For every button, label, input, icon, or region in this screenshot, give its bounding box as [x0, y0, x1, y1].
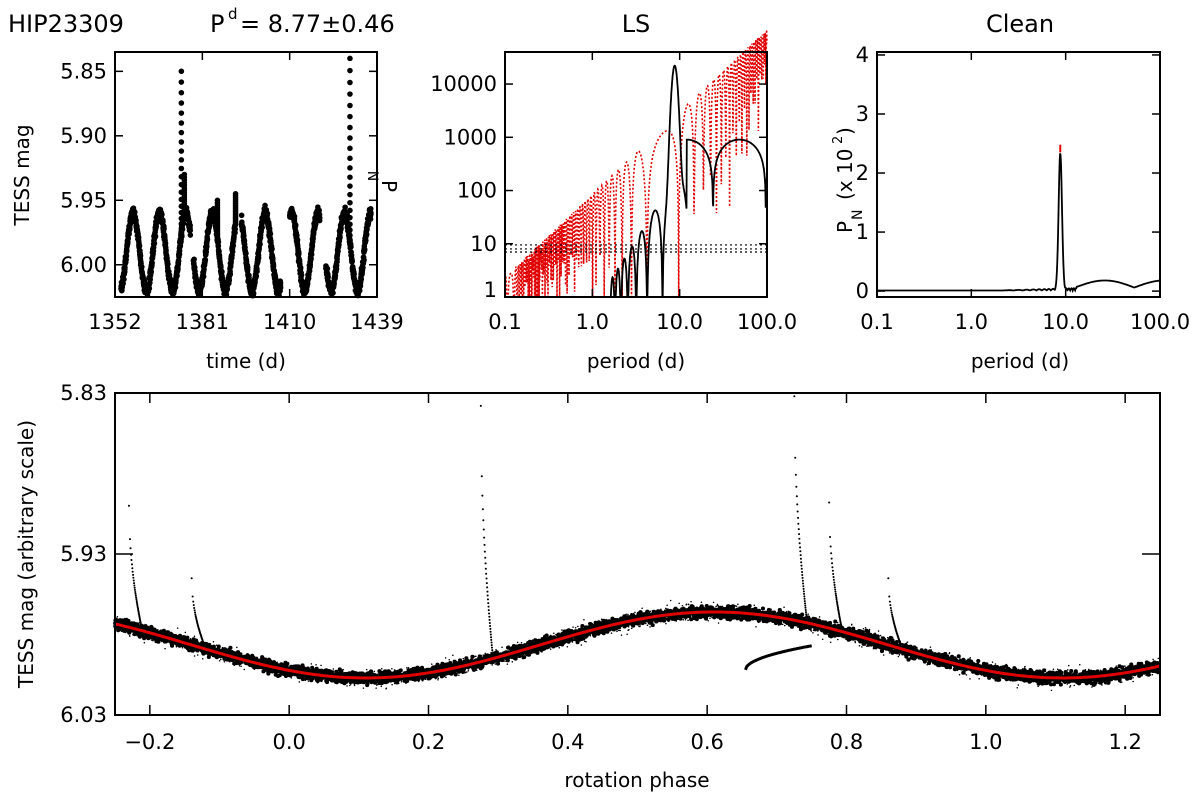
- lightcurve-points: [118, 55, 374, 299]
- phased-xlabel: rotation phase: [564, 768, 709, 792]
- lightcurve-ytick-label: 5.95: [60, 188, 107, 212]
- clean-xtick-label: 10.0: [1042, 310, 1089, 334]
- clean-ytick-label: 4: [856, 43, 869, 67]
- lightcurve-xtick-label: 1352: [88, 310, 141, 334]
- lightcurve-frame: [114, 51, 378, 298]
- ls-ylabel: P: [377, 180, 401, 192]
- lightcurve-axes: 1352 1381 1410 1439 5.85 5.90 5.95 6.00: [60, 52, 404, 334]
- ls-xtick-label: 0.1: [488, 310, 521, 334]
- clean-ylabel-sup: 2: [831, 136, 846, 144]
- clean-series: [877, 153, 1161, 294]
- lightcurve-ytick-label: 5.90: [60, 124, 107, 148]
- phased-panel: −0.2 0.0 0.2 0.4 0.6 0.8 1.0 1.2 5.83 5.93 6.03 ro…: [14, 381, 1161, 792]
- ls-window-series: [504, 29, 768, 298]
- clean-xtick-label: 0.1: [860, 310, 893, 334]
- ls-ytick-label: 1: [484, 278, 497, 302]
- ls-ytick-label: 100: [457, 179, 497, 203]
- phased-axes: −0.2 0.0 0.2 0.4 0.6 0.8 1.0 1.2 5.83 5.93 6.03: [60, 381, 1160, 754]
- clean-axes: 0.1 1.0 10.0 100.0 0 1 2 3 4: [856, 43, 1190, 334]
- title-period-value: = 8.77±0.46: [240, 10, 395, 38]
- clean-ylabel-sub: N: [850, 210, 866, 220]
- clean-ylabel-end: ): [833, 127, 857, 135]
- lightcurve-ytick-label: 6.00: [60, 253, 107, 277]
- clean-ylabel-suffix: (x 10: [833, 149, 857, 200]
- title-star: HIP23309: [8, 10, 124, 38]
- ls-ytick-label: 10000: [430, 72, 497, 96]
- ls-xtick-label: 100.0: [737, 310, 797, 334]
- ls-xlabel: period (d): [587, 349, 685, 373]
- phased-xtick-label: 0.0: [272, 730, 305, 754]
- ls-ytick-label: 1000: [444, 125, 497, 149]
- figure-title: HIP23309 P d = 8.77±0.46: [8, 5, 395, 38]
- clean-xtick-label: 1.0: [955, 310, 988, 334]
- clean-ytick-label: 2: [856, 161, 869, 185]
- phased-ytick-label: 5.83: [60, 381, 107, 405]
- phased-xtick-label: 0.4: [551, 730, 584, 754]
- ls-axes: 0.1 1.0 10.0 100.0 1 10 100 1000 10000: [430, 52, 797, 334]
- clean-ylabel: P N (x 10 2 ): [831, 127, 866, 233]
- lightcurve-panel: 1352 1381 1410 1439 5.85 5.90 5.95 6.00 time (d…: [10, 51, 404, 373]
- ls-xtick-label: 10.0: [656, 310, 703, 334]
- ls-frame: [504, 51, 768, 298]
- ls-ylabel-sub: N: [364, 171, 380, 181]
- clean-curve: [877, 144, 1161, 294]
- phased-xtick-label: −0.2: [124, 730, 175, 754]
- lightcurve-xtick-label: 1439: [350, 310, 403, 334]
- lightcurve-flares: [178, 55, 353, 245]
- ls-xtick-label: 1.0: [576, 310, 609, 334]
- phased-ytick-label: 5.93: [60, 542, 107, 566]
- clean-ytick-label: 1: [856, 220, 869, 244]
- clean-ytick-label: 3: [856, 102, 869, 126]
- lightcurve-series: [118, 202, 374, 299]
- phased-points: [113, 395, 1161, 692]
- clean-panel: Clean 0.1 1.0 10.0 100.0 0 1 2 3 4 period (d) P …: [831, 10, 1190, 373]
- phased-flares: [127, 395, 902, 663]
- ls-title: LS: [622, 10, 651, 38]
- phased-ytick-label: 6.03: [60, 703, 107, 727]
- phased-xtick-label: 0.2: [412, 730, 445, 754]
- title-period-label: P: [210, 10, 224, 38]
- ls-panel: LS 0.1 1.0 10.0 100.0 1 10 100 1000 10000 period…: [364, 10, 797, 373]
- clean-xtick-label: 100.0: [1130, 310, 1190, 334]
- lightcurve-xtick-label: 1381: [176, 310, 229, 334]
- clean-ylabel-p: P: [833, 221, 857, 233]
- lightcurve-ylabel: TESS mag: [10, 124, 34, 226]
- phased-model-curve: [114, 610, 1161, 680]
- clean-ytick-label: 0: [856, 279, 869, 303]
- lightcurve-ytick-label: 5.85: [60, 59, 107, 83]
- clean-xlabel: period (d): [971, 349, 1069, 373]
- clean-frame: [876, 51, 1161, 298]
- lightcurve-xtick-label: 1410: [263, 310, 316, 334]
- phased-ylabel: TESS mag (arbitrary scale): [14, 420, 38, 689]
- phased-xtick-label: 1.2: [1108, 730, 1141, 754]
- ls-ytick-label: 10: [470, 232, 497, 256]
- phased-dip-branch: [744, 644, 812, 671]
- phased-xtick-label: 1.0: [969, 730, 1002, 754]
- ls-curves: [504, 29, 768, 298]
- title-period-sup: d: [228, 5, 238, 23]
- phased-xtick-label: 0.8: [830, 730, 863, 754]
- clean-title: Clean: [986, 10, 1054, 38]
- lightcurve-xlabel: time (d): [206, 349, 286, 373]
- phased-xtick-label: 0.6: [690, 730, 723, 754]
